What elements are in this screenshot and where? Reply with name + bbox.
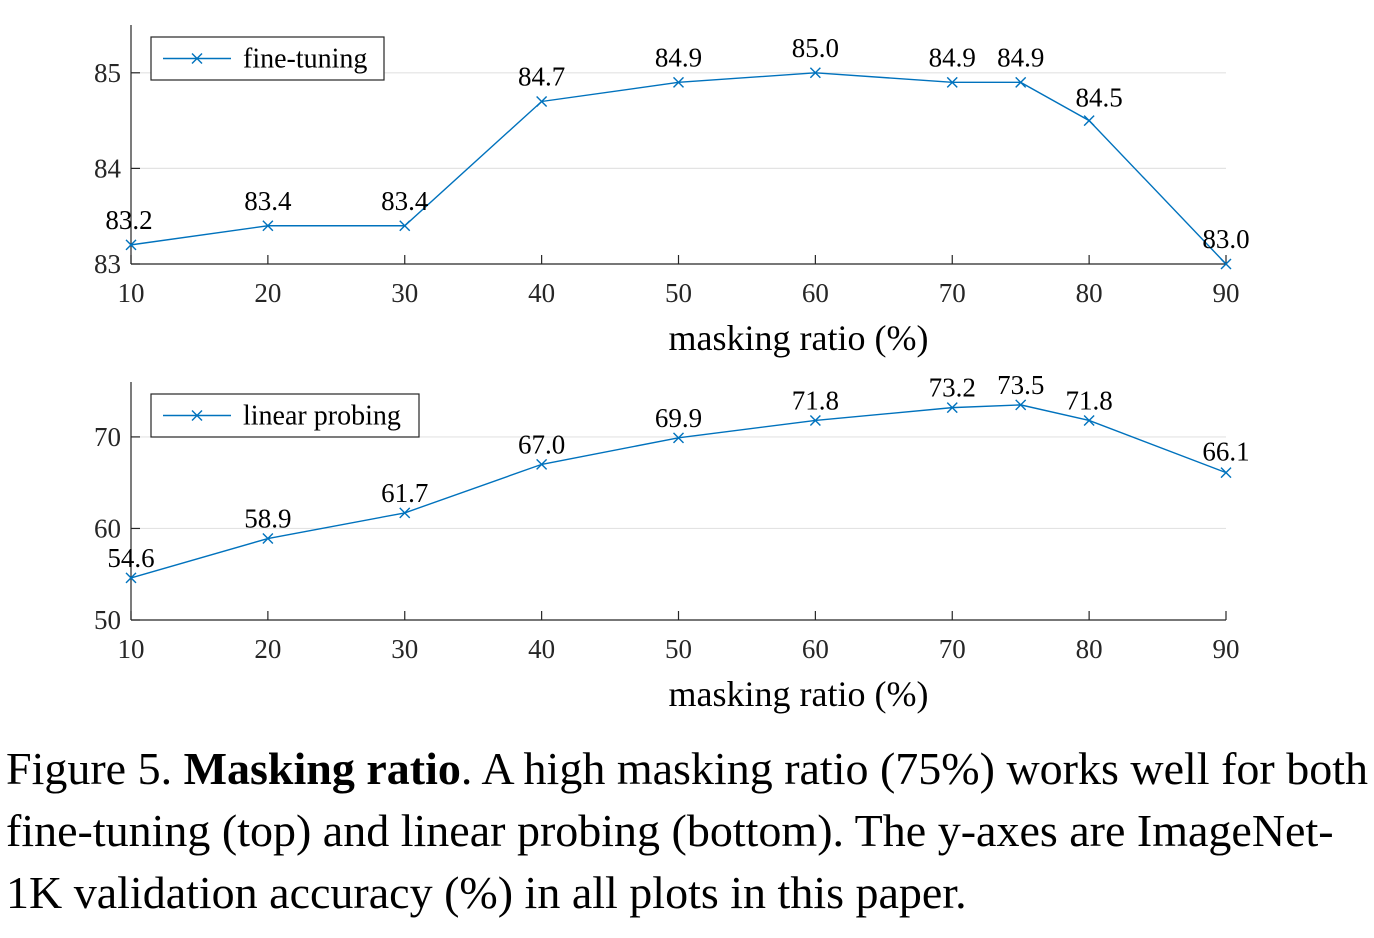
data-label: 83.0 — [1202, 224, 1249, 254]
data-label: 84.5 — [1076, 83, 1123, 113]
data-label: 54.6 — [107, 543, 154, 573]
legend-label: fine-tuning — [243, 44, 367, 75]
data-point-marker — [536, 95, 548, 107]
data-label: 84.9 — [929, 42, 976, 72]
x-axis-title: masking ratio (%) — [669, 674, 929, 714]
data-label: 83.2 — [105, 205, 152, 235]
data-point-marker — [1083, 414, 1095, 426]
figure-caption: Figure 5. Masking ratio. A high masking … — [6, 738, 1368, 924]
data-point-marker — [399, 507, 411, 519]
data-point-marker — [1220, 467, 1232, 479]
y-tick-label: 85 — [94, 58, 121, 88]
legend-marker — [191, 410, 203, 421]
data-point-marker — [1083, 115, 1095, 127]
x-tick-label: 30 — [391, 634, 418, 664]
caption-prefix: Figure 5. — [6, 743, 184, 794]
fine-tuning-chart: 83 84 85 10 20 30 40 50 60 70 80 90 masking ratio (%… — [94, 25, 1250, 358]
linear-probing-chart: 50 60 70 10 20 30 40 50 60 70 80 90 masking ratio (%… — [94, 370, 1250, 714]
data-label: 85.0 — [792, 33, 839, 63]
series-line — [130, 404, 1227, 579]
x-tick-label: 40 — [528, 634, 555, 664]
caption-title: Masking ratio — [183, 743, 461, 794]
data-point-marker — [673, 76, 684, 88]
data-label: 66.1 — [1202, 437, 1249, 467]
data-label: 83.4 — [381, 186, 429, 216]
x-tick-label: 50 — [665, 278, 692, 308]
x-tick-label: 90 — [1213, 634, 1240, 664]
data-label: 61.7 — [381, 478, 428, 508]
legend: fine-tuning — [150, 36, 385, 81]
data-point-marker — [1015, 399, 1027, 411]
legend: linear probing — [150, 393, 420, 438]
legend-label: linear probing — [243, 401, 401, 432]
x-tick-label: 50 — [665, 634, 692, 664]
legend-marker — [191, 53, 203, 64]
data-label: 67.0 — [518, 429, 565, 459]
y-tick-label: 50 — [94, 605, 121, 635]
y-tick-label: 60 — [94, 513, 121, 543]
x-tick-label: 70 — [939, 634, 966, 664]
y-tick-label: 84 — [94, 153, 122, 183]
x-tick-label: 60 — [802, 278, 829, 308]
data-point-marker — [125, 239, 137, 251]
caption-text: . A high masking ratio (75%) works well … — [6, 743, 1368, 918]
y-tick-label: 70 — [94, 422, 121, 452]
x-tick-label: 90 — [1213, 278, 1240, 308]
x-axis-title: masking ratio (%) — [669, 318, 929, 358]
figure-charts: 83 84 85 10 20 30 40 50 60 70 80 90 masking ratio (%… — [94, 25, 1250, 714]
data-point-marker — [262, 220, 274, 232]
x-tick-label: 40 — [528, 278, 555, 308]
x-tick-label: 30 — [391, 278, 418, 308]
y-tick-label: 83 — [94, 249, 121, 279]
x-tick-label: 20 — [254, 634, 281, 664]
data-label: 58.9 — [244, 504, 291, 534]
data-label: 69.9 — [655, 403, 702, 433]
data-point-marker — [809, 414, 821, 426]
data-label: 73.2 — [929, 373, 976, 403]
x-tick-label: 80 — [1076, 278, 1103, 308]
data-label: 84.9 — [655, 42, 702, 72]
data-point-marker — [673, 432, 684, 444]
data-label: 83.4 — [244, 186, 292, 216]
data-point-marker — [946, 76, 958, 88]
data-point-marker — [399, 220, 411, 232]
x-tick-label: 20 — [254, 278, 281, 308]
data-point-marker — [1220, 258, 1232, 270]
x-tick-label: 60 — [802, 634, 829, 664]
data-label: 73.5 — [997, 370, 1044, 400]
data-label: 71.8 — [1066, 385, 1113, 415]
x-tick-label: 10 — [118, 634, 145, 664]
series-line — [130, 72, 1227, 265]
data-label: 71.8 — [792, 385, 839, 415]
data-point-marker — [1015, 76, 1027, 88]
data-label: 84.7 — [518, 61, 565, 91]
data-point-marker — [262, 533, 274, 545]
data-label: 84.9 — [997, 42, 1044, 72]
x-tick-label: 70 — [939, 278, 966, 308]
data-point-marker — [125, 572, 137, 584]
x-tick-label: 80 — [1076, 634, 1103, 664]
data-point-marker — [536, 458, 548, 470]
data-point-marker — [809, 67, 821, 79]
data-point-marker — [946, 402, 958, 414]
x-tick-label: 10 — [118, 278, 145, 308]
